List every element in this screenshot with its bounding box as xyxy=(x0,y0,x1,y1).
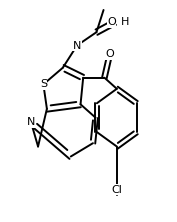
Text: H: H xyxy=(121,17,129,27)
Text: N: N xyxy=(73,40,81,51)
Text: Cl: Cl xyxy=(111,185,122,195)
Text: S: S xyxy=(40,79,47,89)
Text: N: N xyxy=(27,117,35,127)
Text: O: O xyxy=(105,49,114,59)
Text: O: O xyxy=(107,17,116,27)
